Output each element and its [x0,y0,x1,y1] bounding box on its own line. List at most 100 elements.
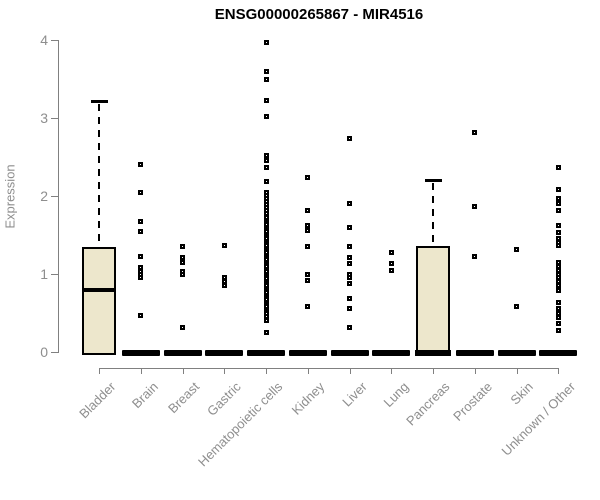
outlier-point [305,272,311,278]
outlier-point [388,260,394,266]
zero-bar-skin [497,350,536,356]
x-tick-label-bladder: Bladder [76,379,119,422]
box-pancreas [416,245,451,355]
outlier-point [472,254,478,260]
outlier-point [388,250,394,256]
outlier-point [555,299,561,305]
outlier-point [555,223,561,229]
outlier-point [138,275,144,281]
outlier-point [180,255,186,261]
outlier-point [305,207,311,213]
chart-title: ENSG00000265867 - MIR4516 [214,6,424,23]
outlier-point [555,235,561,241]
outlier-point [347,135,353,141]
x-tick-label-gastric: Gastric [204,379,245,419]
outlier-point [263,157,269,163]
x-tick [391,368,393,374]
outlier-point [347,200,353,206]
outlier-point [472,204,478,210]
x-tick [99,368,101,374]
x-tick [558,368,560,374]
y-tick-label: 4 [40,32,48,48]
x-tick-label-lung: Lung [380,379,412,411]
y-tick-label: 0 [40,344,48,360]
outlier-point [347,225,353,231]
zero-bar-kidney [288,350,327,356]
outlier-point [514,304,520,310]
outlier-point [263,113,269,119]
median-bladder [82,287,117,292]
y-tick [51,196,58,197]
outlier-point [263,317,269,323]
x-tick [516,368,518,374]
outlier-point [180,272,186,278]
y-tick [51,40,58,41]
x-tick-label-skin: Skin [507,379,537,408]
zero-bar-breast [163,350,202,356]
outlier-point [138,162,144,168]
zero-bar-prostate [455,350,494,356]
zero-bar-unknown-other [539,350,578,356]
outlier-point [555,315,561,321]
outlier-point [263,330,269,335]
outlier-point [263,76,269,82]
box-bladder [82,246,117,355]
outlier-point [347,275,353,281]
y-tick-label: 2 [40,188,48,204]
x-tick-label-prostate: Prostate [449,379,495,424]
outlier-point [138,312,144,318]
outlier-point [347,244,353,250]
outlier-point [263,179,269,185]
outlier-point [555,283,561,289]
x-axis-line [99,368,560,369]
outlier-point [221,242,227,248]
y-tick-label: 1 [40,266,48,282]
outlier-point [180,244,186,250]
x-tick [224,368,226,374]
zero-bar-hematopoietic-cells [247,350,286,356]
outlier-point [305,227,311,233]
outlier-point [263,164,269,170]
outlier-point [138,253,144,259]
whisker-cap-pancreas [424,178,442,182]
zero-bar-gastric [205,350,244,356]
outlier-point [221,283,227,289]
x-tick [307,368,309,374]
zero-bar-lung [372,350,411,356]
outlier-point [555,195,561,201]
y-tick [51,274,58,275]
zero-bar-liver [330,350,369,356]
whisker-bladder [98,103,101,246]
outlier-point [555,207,561,213]
outlier-point [263,68,269,74]
x-tick-label-liver: Liver [338,379,370,410]
median-pancreas [415,350,452,356]
x-tick [433,368,435,374]
whisker-pancreas [432,182,435,245]
x-tick [182,368,184,374]
outlier-point [555,201,561,207]
x-tick-label-brain: Brain [128,379,161,412]
outlier-point [555,165,561,171]
outlier-point [555,328,561,334]
outlier-point [180,325,186,331]
outlier-point [347,295,353,301]
x-tick-label-kidney: Kidney [288,379,328,418]
outlier-point [555,187,561,193]
outlier-point [472,130,478,136]
outlier-point [305,304,311,310]
x-tick-label-unknown-other: Unknown / Other [498,379,579,459]
whisker-cap-bladder [90,99,108,103]
outlier-point [347,255,353,261]
outlier-point [514,246,520,252]
outlier-point [555,310,561,316]
outlier-point [555,320,561,326]
outlier-point [263,152,269,158]
outlier-point [305,174,311,180]
outlier-point [555,305,561,311]
outlier-point [138,219,144,225]
x-tick [266,368,268,374]
outlier-point [221,274,227,280]
